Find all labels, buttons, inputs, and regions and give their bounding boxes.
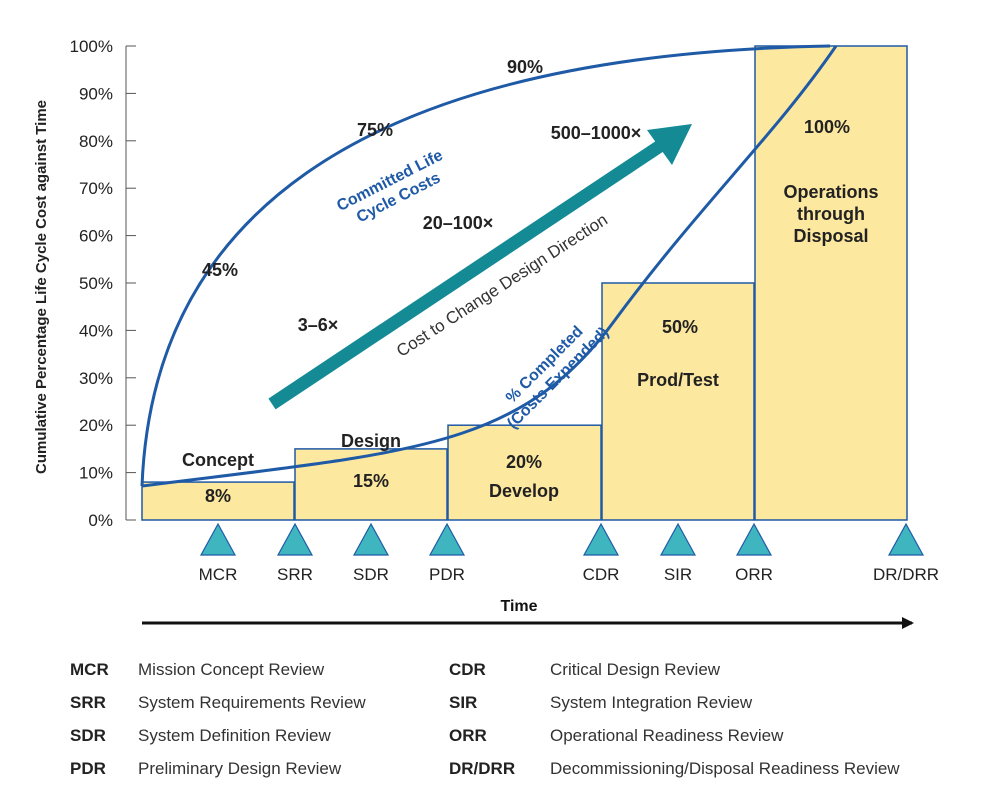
phase-name-line: Operations [783, 182, 878, 202]
phase-bar [294, 448, 448, 521]
phase-name: Design [341, 431, 401, 451]
committed-pct-label: 90% [507, 57, 543, 77]
milestone-triangle-icon [352, 522, 390, 556]
milestone-triangle-icon [735, 522, 773, 556]
milestones: MCR SRR SDR PDR CDR SIR ORR DR/DRR [199, 522, 939, 584]
y-tick-label: 30% [79, 369, 113, 388]
phase-bar [601, 282, 755, 521]
phase-bar [141, 481, 295, 521]
y-tick-label: 60% [79, 227, 113, 246]
y-tick-label: 20% [79, 416, 113, 435]
phase-bar [754, 45, 908, 521]
milestone-triangle-icon [887, 522, 925, 556]
milestone-triangle-icon [582, 522, 620, 556]
y-tick-label: 10% [79, 464, 113, 483]
multiplier-label: 3–6× [298, 315, 339, 335]
y-axis: 0% 10% 20% 30% 40% 50% 60% 70% 80% 90% 100% [70, 37, 136, 530]
multiplier-label: 500–1000× [551, 123, 642, 143]
y-tick-label: 40% [79, 321, 113, 340]
milestone-triangle-icon [199, 522, 237, 556]
phase-name: Concept [182, 450, 254, 470]
phase-bar [447, 424, 602, 521]
phase-name-line: through [797, 204, 865, 224]
milestone-label: SRR [277, 565, 313, 584]
phase-bars: Concept 8% Design 15% 20% Develop 50% Prod/Test… [141, 45, 908, 521]
milestone-label: ORR [735, 565, 773, 584]
phase-name: Prod/Test [637, 370, 719, 390]
phase-pct: 100% [804, 117, 850, 137]
multiplier-label: 20–100× [423, 213, 494, 233]
milestone-label: PDR [429, 565, 465, 584]
committed-pct-label: 45% [202, 260, 238, 280]
y-tick-label: 90% [79, 84, 113, 103]
phase-pct: 8% [205, 486, 231, 506]
phase-pct: 50% [662, 317, 698, 337]
milestone-label: MCR [199, 565, 238, 584]
y-tick-label: 50% [79, 274, 113, 293]
completed-cost-curve [141, 45, 838, 488]
committed-pct-label: 75% [357, 120, 393, 140]
y-tick-label: 70% [79, 179, 113, 198]
milestone-label: DR/DRR [873, 565, 939, 584]
milestone-triangle-icon [659, 522, 697, 556]
milestone-label: CDR [583, 565, 620, 584]
x-axis-title: Time [500, 598, 537, 615]
y-tick-label: 80% [79, 132, 113, 151]
y-tick-label: 0% [88, 511, 113, 530]
cost-to-change-arrowhead [647, 124, 692, 165]
milestone-label: SDR [353, 565, 389, 584]
committed-cost-curve [140, 44, 831, 487]
cost-curves: 45%75%90%Committed LifeCycle Costs% Comp… [140, 44, 838, 488]
cost-to-change-shaft [268, 138, 667, 410]
y-tick-label: 100% [70, 37, 113, 56]
y-axis-title: Cumulative Percentage Life Cycle Cost ag… [33, 100, 50, 474]
phase-name: Develop [489, 481, 559, 501]
milestone-label: SIR [664, 565, 692, 584]
phase-pct: 15% [353, 471, 389, 491]
phase-name-line: Disposal [793, 226, 868, 246]
phase-pct: 20% [506, 452, 542, 472]
milestone-triangle-icon [276, 522, 314, 556]
milestone-triangle-icon [428, 522, 466, 556]
